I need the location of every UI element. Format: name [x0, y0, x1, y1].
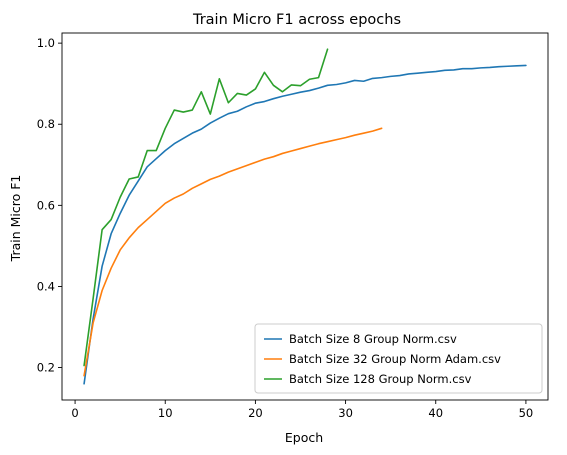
chart-title: Train Micro F1 across epochs [192, 12, 401, 28]
x-tick-label: 50 [519, 406, 534, 420]
y-tick-label: 0.4 [37, 279, 55, 293]
y-axis: 0.2 0.4 0.6 0.8 1.0 [37, 36, 62, 375]
series-line-2 [83, 127, 383, 377]
legend-label: Batch Size 32 Group Norm Adam.csv [289, 352, 501, 366]
legend-box [254, 323, 543, 394]
x-axis-label: Epoch [285, 430, 323, 445]
y-tick-label: 1.0 [37, 36, 55, 50]
x-tick-label: 20 [248, 406, 263, 420]
plot-area [61, 32, 549, 401]
legend: Batch Size 8 Group Norm.csv Batch Size 32… [254, 323, 543, 394]
y-tick-label: 0.6 [37, 198, 55, 212]
series-line-1 [83, 64, 527, 385]
series-line-3 [83, 48, 329, 367]
y-tick-label: 0.2 [37, 361, 55, 375]
plot-frame [61, 32, 549, 401]
series-lines [83, 48, 527, 385]
x-axis: 0 10 20 30 40 50 [71, 400, 533, 420]
x-tick-label: 30 [338, 406, 353, 420]
x-tick-label: 10 [158, 406, 173, 420]
x-tick-label: 0 [71, 406, 78, 420]
legend-label: Batch Size 8 Group Norm.csv [289, 332, 457, 346]
y-tick-label: 0.8 [37, 117, 55, 131]
legend-label: Batch Size 128 Group Norm.csv [289, 372, 472, 386]
y-axis-label: Train Micro F1 [8, 175, 23, 263]
x-tick-label: 40 [428, 406, 443, 420]
